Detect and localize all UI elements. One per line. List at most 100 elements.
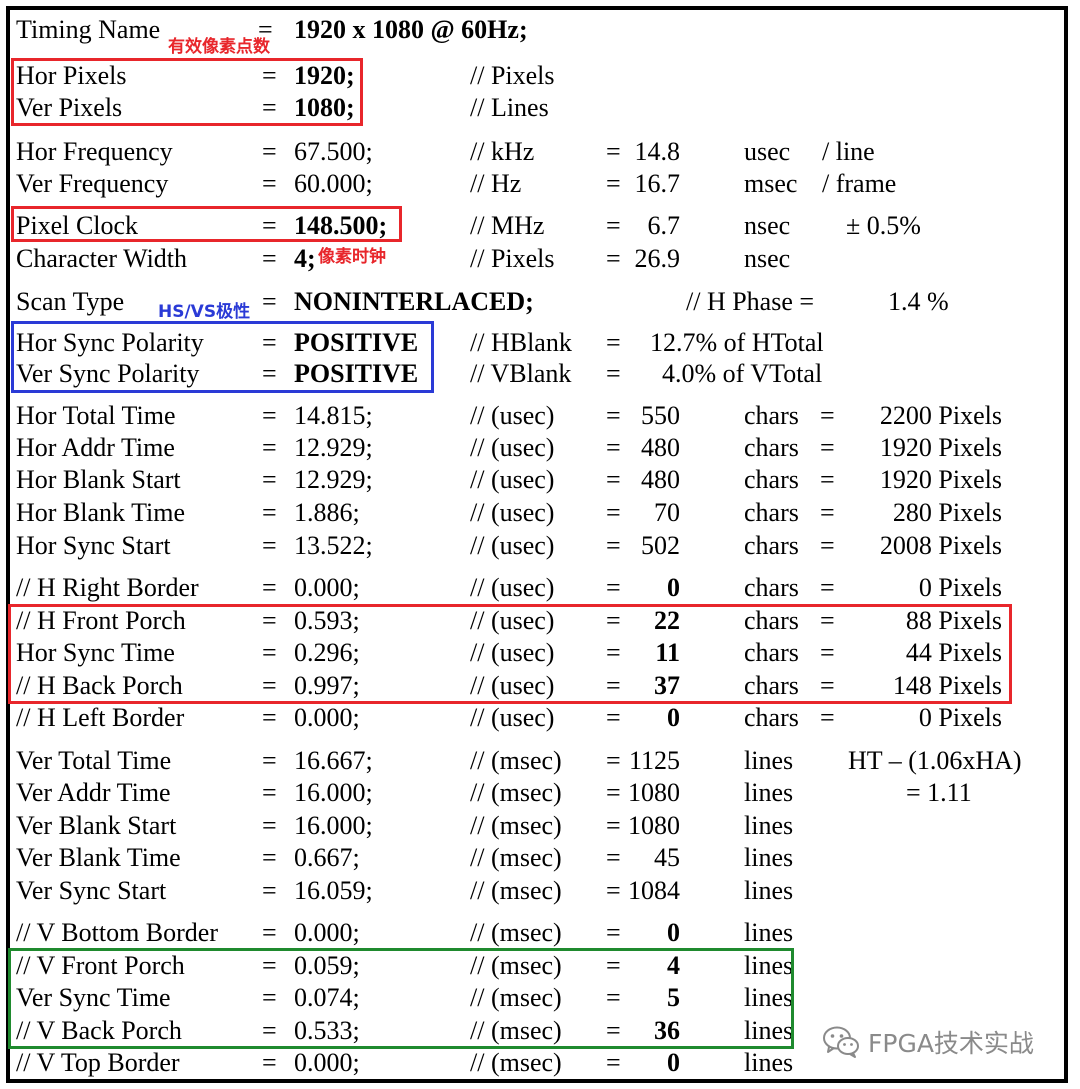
row-unit: chars (744, 531, 799, 560)
row-pixels: 44 Pixels (905, 638, 1002, 667)
row-unit: 12.7% of HTotal (650, 328, 824, 357)
row-label: // H Right Border (16, 573, 199, 602)
row-equals: = (262, 746, 277, 775)
row-pixels: 1920 Pixels (879, 433, 1002, 462)
row-label: Ver Pixels (16, 93, 123, 122)
row-equals-3: = (820, 573, 835, 602)
row-unit: lines (744, 1016, 794, 1045)
row-pixels: 0 Pixels (918, 573, 1002, 602)
row-quantity: 4 (667, 951, 680, 980)
row-extra: HT – (1.06xHA) (848, 746, 1022, 775)
row-comment: // (usec) (470, 703, 555, 732)
row-equals-3: = (820, 638, 835, 667)
row-equals-2: = (606, 1048, 621, 1077)
table-row: // H Back Porch = 0.997; // (usec) = 37 chars =… (0, 670, 1080, 702)
row-label: Ver Sync Start (16, 876, 167, 905)
row-extra: = 1.11 (906, 778, 972, 807)
table-row: Hor Sync Start = 13.522; // (usec) = 502 chars… (0, 530, 1080, 562)
row-value: 13.522; (294, 531, 373, 560)
row-comment: // (msec) (470, 746, 562, 775)
row-pixels: 148 Pixels (892, 671, 1002, 700)
row-equals: = (262, 1048, 277, 1077)
row-value: 1.886; (294, 498, 360, 527)
row-extra: / frame (822, 169, 897, 198)
row-unit: chars (744, 401, 799, 430)
row-extra: ± 0.5% (846, 211, 921, 240)
row-equals: = (262, 606, 277, 635)
row-equals-2: = (606, 401, 621, 430)
row-equals-3: = (820, 465, 835, 494)
row-value: 1920; (294, 61, 355, 90)
row-phase-label: // H Phase = (686, 287, 815, 316)
row-value: 4; (294, 244, 316, 273)
row-comment: // (usec) (470, 671, 555, 700)
table-row: // V Bottom Border = 0.000; // (msec) = 0 line… (0, 917, 1080, 949)
row-comment: // HBlank (470, 328, 572, 357)
row-label: Ver Addr Time (16, 778, 171, 807)
row-comment: // (usec) (470, 498, 555, 527)
table-row: // V Top Border = 0.000; // (msec) = 0 lines (0, 1047, 1080, 1079)
table-row: Ver Sync Time = 0.074; // (msec) = 5 lines (0, 982, 1080, 1014)
row-equals: = (262, 843, 277, 872)
row-quantity: 0 (667, 918, 680, 947)
row-label: Hor Pixels (16, 61, 127, 90)
row-unit: chars (744, 573, 799, 602)
row-pixels: 0 Pixels (918, 703, 1002, 732)
row-unit: lines (744, 843, 794, 872)
row-comment: // (msec) (470, 1016, 562, 1045)
row-equals-2: = (606, 951, 621, 980)
row-quantity: 6.7 (647, 211, 681, 240)
row-equals-3: = (820, 703, 835, 732)
row-value: 12.929; (294, 465, 373, 494)
row-unit: lines (744, 983, 794, 1012)
row-comment: // (usec) (470, 531, 555, 560)
row-unit: chars (744, 671, 799, 700)
row-unit: nsec (744, 244, 791, 273)
row-unit: lines (744, 951, 794, 980)
row-value: 0.000; (294, 573, 360, 602)
row-comment: // (msec) (470, 778, 562, 807)
row-comment: // (msec) (470, 1048, 562, 1077)
row-quantity: 5 (667, 983, 680, 1012)
row-value: 14.815; (294, 401, 373, 430)
row-equals-2: = (606, 465, 621, 494)
wechat-icon (823, 1026, 859, 1058)
table-row: Ver Addr Time = 16.000;// (msec) = 1080 lines… (0, 777, 1080, 809)
timing-name-equals: = (258, 15, 273, 44)
row-label: Hor Blank Start (16, 465, 181, 494)
table-row: Hor Total Time = 14.815; // (usec) = 550 chars… (0, 400, 1080, 432)
row-equals-2: = (606, 746, 621, 775)
row-equals: = (262, 287, 277, 316)
table-row: Ver Blank Time = 0.667; // (msec) = 45 lines (0, 842, 1080, 874)
row-label: // H Front Porch (16, 606, 186, 635)
row-equals-2: = (606, 671, 621, 700)
row-value: 0.000; (294, 703, 360, 732)
row-comment: // (usec) (470, 638, 555, 667)
row-equals: = (262, 778, 277, 807)
row-equals-2: = (606, 983, 621, 1012)
row-comment: // (usec) (470, 433, 555, 462)
row-quantity: 37 (654, 671, 680, 700)
row-equals-2: = (606, 359, 621, 388)
row-equals-2: = (606, 918, 621, 947)
row-equals: = (262, 703, 277, 732)
row-value: POSITIVE (294, 328, 419, 357)
row-value: 16.000; (294, 778, 373, 807)
row-quantity: 0 (667, 703, 680, 732)
table-frame (6, 6, 1068, 1083)
row-comment: // (msec) (470, 876, 562, 905)
row-equals-3: = (820, 498, 835, 527)
table-row: Hor Blank Time = 1.886; // (usec) = 70 chars = 2… (0, 497, 1080, 529)
row-unit: lines (744, 746, 794, 775)
row-comment: // (msec) (470, 843, 562, 872)
row-unit: chars (744, 703, 799, 732)
row-label: Hor Blank Time (16, 498, 186, 527)
row-value: 16.059; (294, 876, 373, 905)
table-row: Pixel Clock = 148.500; // MHz = 6.7 nsec ± 0.5% (0, 210, 1080, 242)
row-quantity: 502 (641, 531, 680, 560)
row-equals: = (262, 1016, 277, 1045)
row-equals: = (262, 433, 277, 462)
row-equals-3: = (820, 401, 835, 430)
row-equals-2: = (606, 498, 621, 527)
row-value: 0.074; (294, 983, 360, 1012)
